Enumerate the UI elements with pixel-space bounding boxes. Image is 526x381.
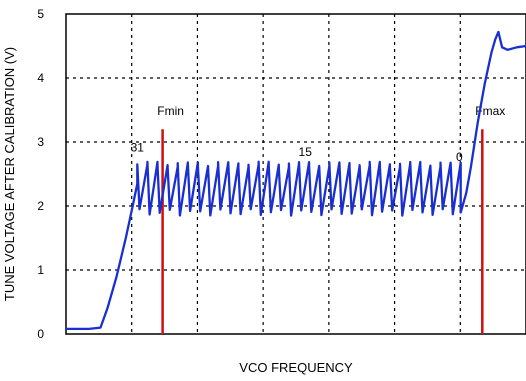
frequency-markers: Fmin Fmax [157,104,505,334]
annotations: 31 15 0 [131,141,463,165]
y-tick-label: 4 [37,71,44,85]
tune-voltage-series [66,30,526,331]
y-tick-label: 2 [37,199,44,213]
y-tick-label: 0 [37,327,44,341]
code-annotation: 0 [456,150,463,164]
y-tick-label: 1 [37,263,44,277]
grid-lines [66,14,526,334]
y-axis-label: TUNE VOLTAGE AFTER CALIBRATION (V) [2,47,17,301]
plot-frame [65,13,526,335]
x-axis-label: VCO FREQUENCY [239,360,353,375]
y-tick-label: 3 [37,135,44,149]
marker-label-fmax: Fmax [475,104,505,118]
code-annotation: 31 [131,141,145,155]
y-tick-label: 5 [37,7,44,21]
code-annotation: 15 [299,145,313,159]
marker-label-fmin: Fmin [157,104,184,118]
y-axis-ticks: 0 1 2 3 4 5 [37,7,44,341]
series-layer [66,30,526,331]
